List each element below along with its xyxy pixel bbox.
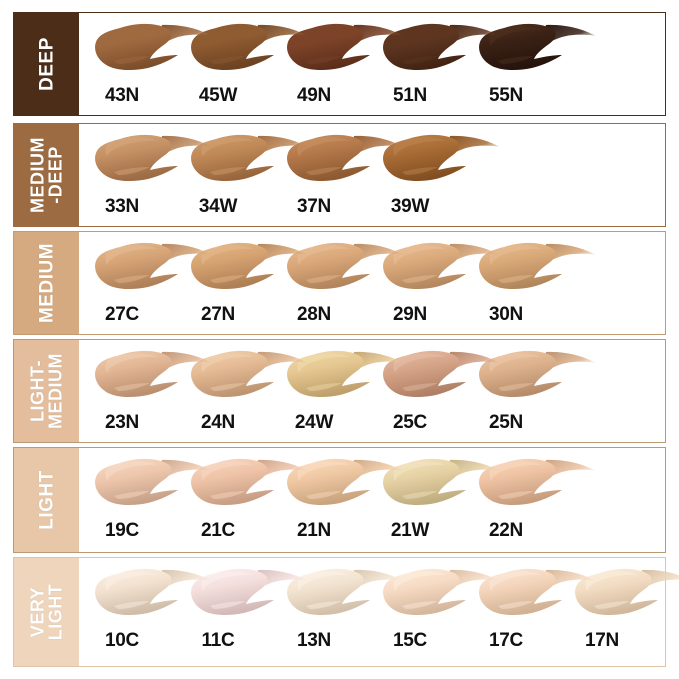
- shade-row: MEDIUM 27C 27N 28N 29N 30N: [13, 231, 666, 335]
- shade-code-label: 11C: [201, 630, 235, 651]
- category-label-text: LIGHT- MEDIUM: [27, 353, 66, 429]
- shade-code-label: 23N: [105, 412, 139, 433]
- shade-swatch: [474, 567, 602, 623]
- shade-row: MEDIUM -DEEP 33N 34W 37N 39W: [13, 123, 666, 227]
- shade-swatch: [90, 241, 218, 297]
- swatch-area: 19C 21C 21N 21W 22N: [79, 448, 665, 552]
- shade-swatch: [90, 133, 218, 189]
- category-label-text: MEDIUM: [35, 242, 57, 324]
- shade-swatch: [90, 22, 218, 78]
- shade-code-label: 39W: [390, 196, 430, 217]
- shade-code-label: 15C: [393, 630, 427, 651]
- shade-swatch: [186, 457, 314, 513]
- shade-swatch: [378, 241, 506, 297]
- category-label-line: MEDIUM: [27, 137, 48, 213]
- shade-swatch: [474, 457, 602, 513]
- shade-swatch: [282, 567, 410, 623]
- category-label-line: DEEP: [35, 37, 57, 91]
- shade-swatch: [378, 349, 506, 405]
- shade-code-label: 29N: [393, 304, 427, 325]
- category-label-line: LIGHT-: [27, 360, 48, 422]
- shade-swatch: [282, 457, 410, 513]
- shade-code-label: 21W: [390, 520, 430, 541]
- category-label-line: MEDIUM: [45, 353, 66, 429]
- swatch-area: 43N 45W 49N 51N 55N: [79, 13, 665, 115]
- category-label-line: -DEEP: [45, 146, 66, 204]
- shade-row: DEEP 43N 45W 49N 51N 55N: [13, 12, 666, 116]
- shade-swatch: [90, 457, 218, 513]
- shade-swatch: [378, 457, 506, 513]
- shade-code-label: 27C: [105, 304, 139, 325]
- category-label-line: VERY: [27, 586, 48, 638]
- shade-swatch: [378, 567, 506, 623]
- category-label-cell: DEEP: [14, 13, 79, 115]
- foundation-shade-chart: DEEP 43N 45W 49N 51N 55N MEDIUM -DEEP 33N 34W 37N 3…: [13, 12, 679, 667]
- shade-code-label: 30N: [489, 304, 523, 325]
- shade-swatch: [186, 349, 314, 405]
- category-label-line: LIGHT: [45, 583, 66, 641]
- shade-code-label: 37N: [297, 196, 331, 217]
- swatch-area: 23N 24N 24W 25C 25N: [79, 340, 665, 442]
- shade-swatch: [474, 349, 602, 405]
- shade-row: LIGHT- MEDIUM 23N 24N 24W 25C 25N: [13, 339, 666, 443]
- shade-swatch: [282, 349, 410, 405]
- shade-code-label: 43N: [105, 85, 139, 106]
- shade-code-label: 13N: [297, 630, 331, 651]
- shade-swatch: [90, 567, 218, 623]
- shade-swatch: [186, 241, 314, 297]
- shade-code-label: 17N: [585, 630, 619, 651]
- category-label-text: VERY LIGHT: [27, 583, 66, 641]
- shade-code-label: 25C: [393, 412, 427, 433]
- shade-swatch: [282, 133, 410, 189]
- shade-code-label: 33N: [105, 196, 139, 217]
- shade-row: LIGHT 19C 21C 21N 21W 22N: [13, 447, 666, 553]
- shade-code-label: 24N: [201, 412, 235, 433]
- category-label-text: DEEP: [35, 37, 57, 91]
- shade-swatch: [186, 22, 314, 78]
- swatch-area: 33N 34W 37N 39W: [79, 124, 665, 226]
- shade-code-label: 22N: [489, 520, 523, 541]
- shade-swatch: [282, 241, 410, 297]
- shade-code-label: 49N: [297, 85, 331, 106]
- shade-code-label: 10C: [105, 630, 139, 651]
- shade-code-label: 28N: [297, 304, 331, 325]
- shade-swatch: [378, 133, 506, 189]
- shade-swatch: [186, 133, 314, 189]
- shade-code-label: 34W: [198, 196, 238, 217]
- category-label-cell: LIGHT- MEDIUM: [14, 340, 79, 442]
- category-label-cell: MEDIUM: [14, 232, 79, 334]
- shade-code-label: 24W: [294, 412, 334, 433]
- shade-swatch: [570, 567, 679, 623]
- shade-code-label: 45W: [198, 85, 238, 106]
- shade-swatch: [474, 241, 602, 297]
- category-label-cell: LIGHT: [14, 448, 79, 552]
- shade-swatch: [474, 22, 602, 78]
- shade-swatch: [378, 22, 506, 78]
- swatch-area: 10C 11C 13N 15C 17C 17N: [79, 558, 679, 666]
- shade-swatch: [282, 22, 410, 78]
- category-label-cell: MEDIUM -DEEP: [14, 124, 79, 226]
- shade-code-label: 25N: [489, 412, 523, 433]
- category-label-text: MEDIUM -DEEP: [27, 137, 66, 213]
- category-label-line: MEDIUM: [35, 242, 57, 324]
- category-label-line: LIGHT: [35, 470, 57, 530]
- shade-code-label: 21N: [297, 520, 331, 541]
- category-label-text: LIGHT: [35, 470, 57, 530]
- shade-code-label: 27N: [201, 304, 235, 325]
- shade-code-label: 21C: [201, 520, 235, 541]
- shade-row: VERY LIGHT 10C 11C 13N 15C 17C 17N: [13, 557, 679, 667]
- category-label-cell: VERY LIGHT: [14, 558, 79, 666]
- shade-code-label: 17C: [489, 630, 523, 651]
- shade-code-label: 51N: [393, 85, 427, 106]
- shade-swatch: [90, 349, 218, 405]
- shade-code-label: 19C: [105, 520, 139, 541]
- swatch-area: 27C 27N 28N 29N 30N: [79, 232, 665, 334]
- shade-code-label: 55N: [489, 85, 523, 106]
- shade-swatch: [186, 567, 314, 623]
